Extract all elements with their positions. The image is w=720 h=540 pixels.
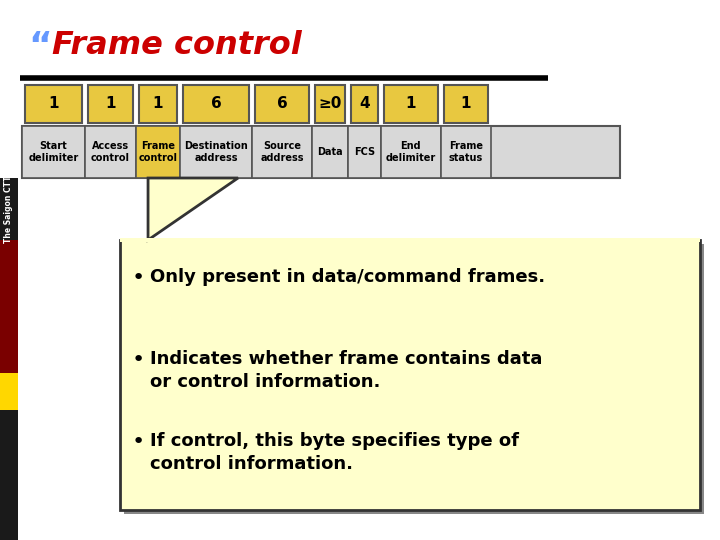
Text: 1: 1 <box>153 97 163 111</box>
Bar <box>381 126 441 178</box>
Text: 4: 4 <box>359 97 369 111</box>
Text: Indicates whether frame contains data
or control information.: Indicates whether frame contains data or… <box>150 350 542 391</box>
Text: If control, this byte specifies type of
control information.: If control, this byte specifies type of … <box>150 432 519 473</box>
Text: FCS: FCS <box>354 147 375 157</box>
Text: Frame
status: Frame status <box>449 141 483 163</box>
Bar <box>139 85 177 123</box>
Bar <box>25 85 82 123</box>
Text: Destination
address: Destination address <box>184 141 248 163</box>
Text: Access
control: Access control <box>91 141 130 163</box>
Bar <box>135 126 181 178</box>
Bar <box>0 240 18 373</box>
Bar <box>384 85 438 123</box>
Polygon shape <box>148 178 238 240</box>
Bar <box>124 244 704 514</box>
Text: “: “ <box>28 30 52 64</box>
Text: Frame control: Frame control <box>52 30 302 61</box>
Bar <box>88 85 132 123</box>
Text: •: • <box>131 432 145 452</box>
Bar <box>0 178 18 240</box>
Bar <box>351 85 378 123</box>
Bar <box>315 85 345 123</box>
Bar <box>252 126 312 178</box>
Text: 6: 6 <box>276 97 287 111</box>
Bar <box>85 126 135 178</box>
Bar <box>312 126 348 178</box>
Bar <box>0 410 18 540</box>
Text: •: • <box>131 268 145 288</box>
Bar <box>444 85 488 123</box>
Text: End
delimiter: End delimiter <box>386 141 436 163</box>
Text: Data: Data <box>317 147 343 157</box>
Text: 6: 6 <box>211 97 222 111</box>
Bar <box>348 126 381 178</box>
Bar <box>255 85 309 123</box>
Text: 1: 1 <box>461 97 472 111</box>
Bar <box>184 85 249 123</box>
Bar <box>22 126 85 178</box>
Bar <box>181 126 252 178</box>
Text: 1: 1 <box>405 97 416 111</box>
Text: 1: 1 <box>48 97 58 111</box>
Text: The Saigon CTT: The Saigon CTT <box>4 176 14 243</box>
Bar <box>120 238 700 242</box>
Bar <box>22 126 620 178</box>
Bar <box>120 240 700 510</box>
Text: •: • <box>131 350 145 370</box>
Text: Source
address: Source address <box>261 141 304 163</box>
Bar <box>0 373 18 410</box>
Text: Frame
control: Frame control <box>138 141 178 163</box>
Text: Only present in data/command frames.: Only present in data/command frames. <box>150 268 545 286</box>
Text: Start
delimiter: Start delimiter <box>28 141 78 163</box>
Text: 1: 1 <box>105 97 115 111</box>
Bar <box>441 126 492 178</box>
Text: ≥0: ≥0 <box>318 97 342 111</box>
